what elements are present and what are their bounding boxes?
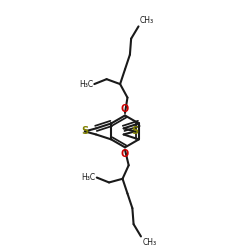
Text: S: S	[81, 126, 88, 136]
Text: O: O	[121, 148, 129, 158]
Text: CH₃: CH₃	[142, 238, 156, 247]
Text: O: O	[121, 104, 129, 114]
Text: H₃C: H₃C	[82, 173, 96, 182]
Text: H₃C: H₃C	[79, 80, 93, 88]
Text: CH₃: CH₃	[140, 16, 154, 25]
Text: S: S	[131, 126, 138, 136]
